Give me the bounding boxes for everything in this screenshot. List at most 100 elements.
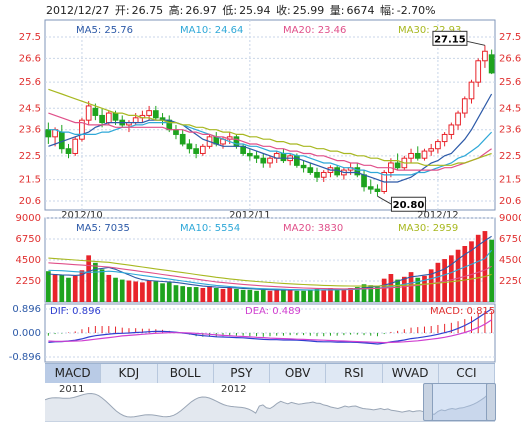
volume-bar	[301, 290, 306, 302]
price-tick-label-right: 24.5	[499, 103, 521, 114]
macd-panel: 0.896 0.000 -0.896 DIF: 0.896 DEA: 0.489 MACD…	[9, 303, 496, 363]
price-tick-label-left: 27.5	[19, 32, 41, 43]
price-tick-label-right: 25.6	[499, 77, 521, 88]
tab-psy[interactable]: PSY	[214, 364, 270, 383]
dif-line	[48, 308, 492, 345]
volume-bar	[260, 289, 266, 302]
volume-bar	[415, 277, 421, 302]
macd-tick-label: 0.000	[12, 328, 41, 339]
tab-macd[interactable]: MACD	[45, 364, 102, 383]
volume-bar	[46, 271, 51, 302]
candle-up	[435, 141, 441, 150]
tab-rsi[interactable]: RSI	[326, 364, 383, 383]
volume-bar	[321, 289, 327, 302]
volume-tick-label-right: 6750	[499, 234, 521, 245]
candle-up	[267, 157, 273, 164]
volume-bar	[52, 274, 58, 302]
price-legend-ma5: MA5: 25.76	[76, 25, 133, 36]
tab-wvad[interactable]: WVAD	[383, 364, 439, 383]
navigator-line	[45, 392, 495, 418]
volume-bar	[66, 277, 71, 302]
volume-bar	[455, 249, 461, 302]
volume-bar	[381, 278, 387, 302]
volume-bar	[247, 289, 253, 302]
date-tick-label: 2012/12	[417, 210, 459, 221]
volume-bar	[368, 285, 374, 302]
panel-frame	[44, 19, 496, 211]
volume-bar	[119, 279, 125, 302]
candle-down	[112, 112, 119, 121]
candle-up	[482, 50, 488, 62]
volume-bar	[79, 270, 85, 302]
candle-down	[414, 152, 421, 159]
volume-legend-ma10: MA10: 5554	[180, 223, 240, 234]
volume-bar	[428, 269, 434, 302]
volume-bar	[348, 288, 353, 302]
volume-bar	[328, 288, 333, 302]
volume-legend-ma5: MA5: 7035	[76, 223, 130, 234]
candle-down	[367, 186, 374, 190]
price-legend-ma20: MA20: 23.46	[283, 25, 346, 36]
volume-bar	[482, 231, 488, 302]
volume-panel: 9000 9000 6750 6750 4500 4500 2250 2250 MA5: 703…	[16, 213, 521, 303]
candle-down	[233, 136, 240, 147]
volume-bar	[193, 287, 199, 302]
volume-bar	[469, 241, 474, 302]
price-tick-label-left: 25.6	[19, 77, 41, 88]
volume-bar	[395, 279, 400, 302]
volume-bar	[448, 255, 454, 302]
candle-down	[65, 148, 72, 154]
high-value: 26.97	[185, 4, 217, 17]
candle-up	[79, 119, 85, 140]
volume-bar	[314, 288, 320, 302]
price-tick-label-left: 26.6	[19, 53, 41, 64]
date-tick-label: 2012/10	[61, 210, 103, 221]
volume-bar	[140, 282, 145, 302]
candle-up	[421, 150, 428, 159]
change-value: -2.70%	[396, 4, 436, 17]
volume-bar	[442, 259, 447, 302]
price-ma20-line	[48, 112, 492, 171]
volume-bar	[489, 239, 494, 302]
price-tick-label-right: 26.6	[499, 53, 521, 64]
volume-bar	[166, 282, 172, 302]
volume-tick-label-right: 9000	[499, 213, 521, 224]
volume-bar	[200, 288, 206, 302]
volume-bar	[267, 290, 273, 302]
candle-down	[152, 110, 159, 119]
volume-bar	[99, 269, 105, 302]
volume-bar	[354, 287, 360, 302]
volume-label: 量:	[329, 4, 345, 17]
candle-down	[92, 107, 99, 116]
price-legend-ma10: MA10: 24.64	[180, 25, 243, 36]
candle-up	[146, 110, 152, 116]
tab-kdj[interactable]: KDJ	[101, 364, 158, 383]
candle-down	[294, 155, 300, 166]
price-tick-label-right: 21.5	[499, 175, 521, 186]
tab-cci[interactable]: CCI	[439, 364, 495, 383]
volume-bar	[113, 277, 118, 302]
navigator-window[interactable]	[427, 383, 495, 421]
price-tick-label-left: 22.5	[19, 151, 41, 162]
price-ma30-line	[48, 88, 492, 166]
volume-bar	[207, 286, 212, 302]
tab-obv[interactable]: OBV	[270, 364, 327, 383]
volume-tick-label-left: 4500	[16, 255, 41, 266]
min-price-label: 20.80	[393, 200, 425, 211]
candle-up	[199, 145, 206, 154]
volume-legend-ma30: MA30: 2959	[398, 223, 458, 234]
range-navigator[interactable]: 2011 2012	[45, 383, 496, 422]
volume-legend-ma20: MA20: 3830	[283, 223, 343, 234]
price-tick-label-left: 24.5	[19, 103, 41, 114]
volume-tick-label-left: 9000	[16, 213, 41, 224]
navigator-left-handle[interactable]	[422, 383, 433, 421]
macd-legend-dea: DEA: 0.489	[245, 306, 301, 317]
volume-bar	[72, 275, 78, 302]
low-label: 低:	[222, 4, 238, 17]
tab-boll[interactable]: BOLL	[158, 364, 214, 383]
navigator-right-handle[interactable]	[486, 383, 496, 421]
candle-up	[475, 60, 482, 83]
close-value: 25.99	[292, 4, 325, 17]
candle-up	[72, 138, 79, 154]
candle-down	[99, 114, 105, 124]
